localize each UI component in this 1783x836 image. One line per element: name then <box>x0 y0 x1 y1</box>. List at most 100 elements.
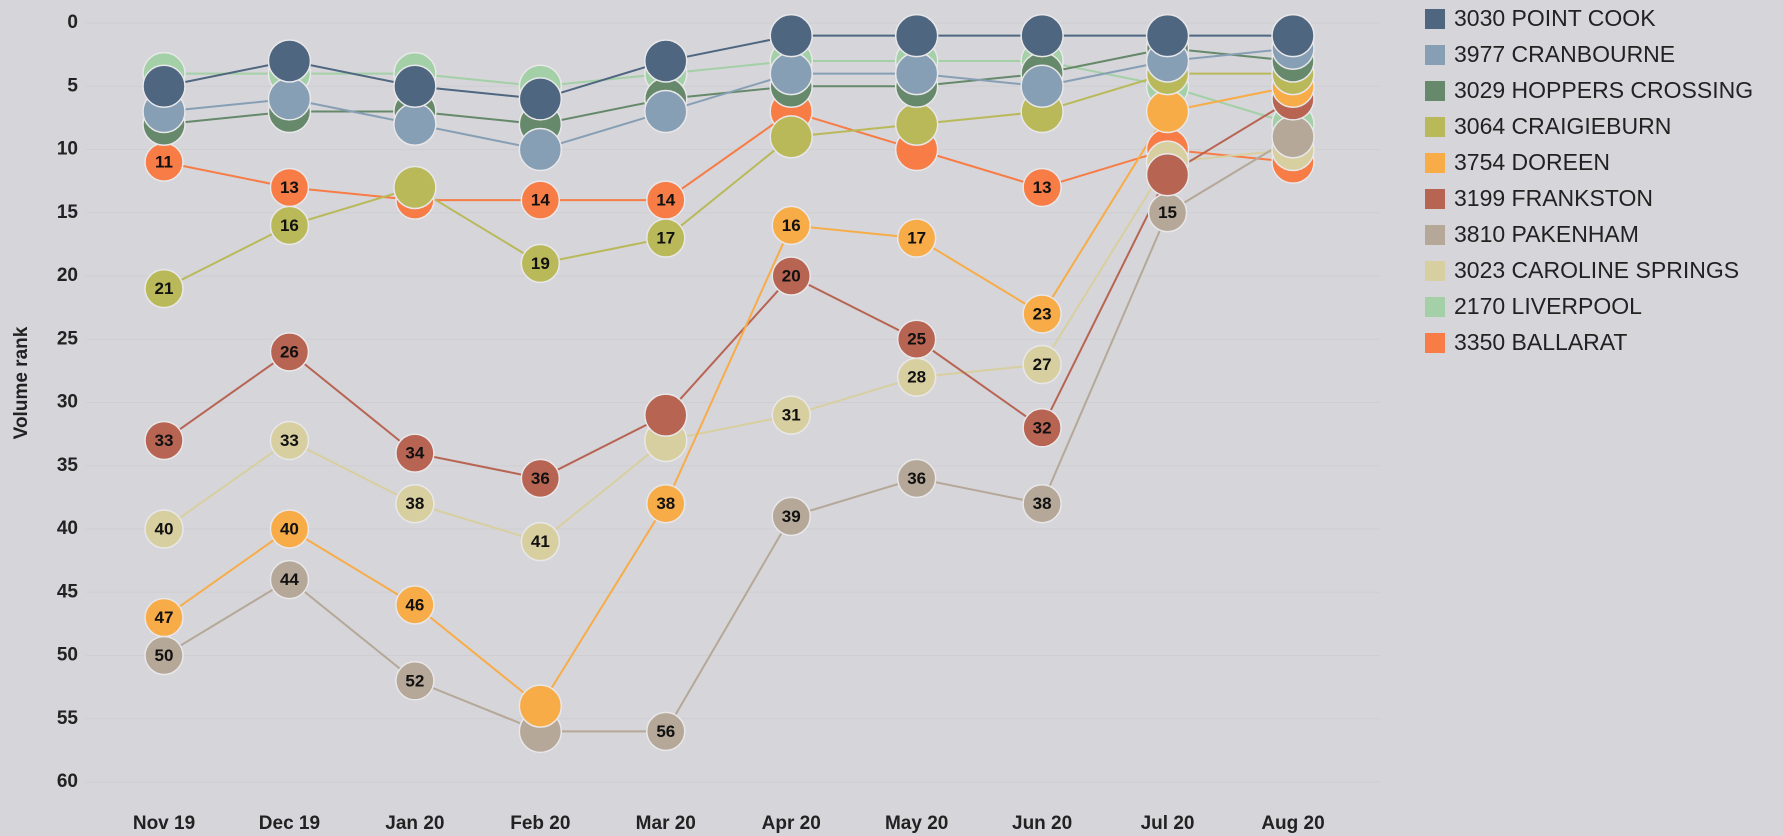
data-label: 16 <box>782 216 801 235</box>
legend-label: 3064 CRAIGIEBURN <box>1454 113 1671 139</box>
lines <box>163 34 1294 733</box>
legend-swatch <box>1425 261 1445 281</box>
legend-label: 3029 HOPPERS CROSSING <box>1454 77 1753 103</box>
legend-swatch <box>1425 297 1445 317</box>
x-tick-label: Apr 20 <box>762 813 821 834</box>
marker <box>142 64 186 108</box>
y-tick-label: 10 <box>57 139 78 160</box>
markers: 1113141414134033384131282750445256393638… <box>142 13 1315 754</box>
y-tick-label: 35 <box>57 455 79 476</box>
marker <box>144 509 184 549</box>
series-line <box>163 85 1294 708</box>
y-axis-label: Volume rank <box>11 326 32 439</box>
marker <box>1145 89 1190 134</box>
marker <box>520 521 561 562</box>
legend-label: 3810 PAKENHAM <box>1454 221 1639 247</box>
y-tick-label: 40 <box>57 518 78 539</box>
marker <box>771 205 811 246</box>
x-tick-label: Dec 19 <box>259 813 320 834</box>
data-label: 17 <box>656 229 675 248</box>
data-label: 50 <box>155 646 174 665</box>
marker <box>518 684 563 728</box>
data-label: 14 <box>531 191 550 210</box>
data-label: 47 <box>155 608 174 627</box>
legend-swatch <box>1425 117 1445 137</box>
marker <box>395 661 435 701</box>
marker <box>269 509 310 549</box>
series-line <box>163 72 1293 290</box>
data-label: 36 <box>907 469 926 488</box>
marker <box>896 218 937 258</box>
legend-swatch <box>1425 45 1445 65</box>
legend-label: 3754 DOREEN <box>1454 149 1610 175</box>
data-label: 19 <box>531 254 550 273</box>
marker <box>269 332 310 372</box>
data-label: 11 <box>155 153 173 172</box>
marker <box>1271 115 1315 159</box>
data-label: 46 <box>405 595 424 614</box>
x-tick-label: Mar 20 <box>636 813 696 834</box>
marker <box>144 420 184 461</box>
marker <box>644 89 688 134</box>
marker <box>520 180 561 220</box>
y-tick-label: 5 <box>67 75 78 96</box>
marker <box>1022 294 1062 334</box>
data-label: 33 <box>155 431 174 450</box>
x-tick-label: Jun 20 <box>1012 813 1072 834</box>
data-label: 56 <box>656 722 675 741</box>
y-tick-label: 20 <box>57 265 78 286</box>
marker <box>267 39 312 83</box>
data-label: 38 <box>1033 494 1052 513</box>
marker <box>769 115 813 159</box>
marker <box>144 597 184 638</box>
marker <box>1022 483 1062 524</box>
marker <box>518 77 563 121</box>
x-tick-label: Jul 20 <box>1141 813 1195 834</box>
marker <box>269 420 310 461</box>
series-line <box>163 98 1294 480</box>
legend-swatch <box>1425 189 1445 209</box>
marker <box>1022 344 1062 385</box>
data-label: 38 <box>405 494 424 513</box>
marker <box>644 393 688 437</box>
legend-swatch <box>1425 153 1445 173</box>
y-tick-label: 25 <box>57 328 79 349</box>
y-tick-label: 50 <box>57 645 78 666</box>
y-tick-label: 55 <box>57 708 79 729</box>
data-label: 36 <box>531 469 550 488</box>
legend-label: 3023 CAROLINE SPRINGS <box>1454 257 1739 283</box>
data-label: 40 <box>280 519 299 538</box>
x-tick-label: Nov 19 <box>133 813 195 834</box>
data-label: 34 <box>405 444 424 463</box>
marker <box>894 13 939 58</box>
data-label: 13 <box>280 178 299 197</box>
marker <box>395 433 435 473</box>
marker <box>771 496 811 537</box>
data-label: 13 <box>1033 178 1052 197</box>
data-label: 14 <box>656 191 675 210</box>
data-label: 31 <box>782 406 801 425</box>
marker <box>646 711 686 752</box>
marker <box>894 51 939 96</box>
legend-label: 3199 FRANKSTON <box>1454 185 1653 211</box>
x-tick-label: Jan 20 <box>385 813 444 834</box>
legend-swatch <box>1425 225 1445 245</box>
marker <box>144 268 184 309</box>
data-label: 16 <box>280 216 299 235</box>
data-label: 40 <box>155 519 174 538</box>
y-tick-label: 30 <box>57 392 78 413</box>
marker <box>267 77 312 121</box>
data-label: 15 <box>1158 203 1177 222</box>
data-label: 28 <box>907 368 926 387</box>
data-label: 17 <box>907 229 926 248</box>
data-label: 52 <box>405 671 424 690</box>
legend-label: 2170 LIVERPOOL <box>1454 293 1642 319</box>
marker <box>1022 167 1062 208</box>
marker <box>646 483 686 524</box>
data-label: 32 <box>1033 418 1052 437</box>
data-label: 41 <box>531 532 550 551</box>
x-tick-label: May 20 <box>885 813 948 834</box>
marker <box>395 585 435 625</box>
marker <box>771 395 811 435</box>
marker <box>395 483 435 524</box>
